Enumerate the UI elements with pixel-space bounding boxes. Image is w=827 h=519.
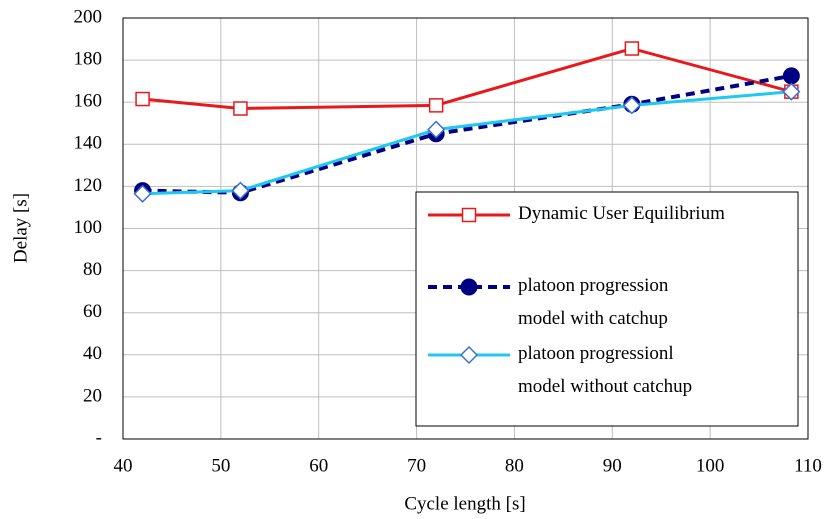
x-tick-label: 70 <box>407 455 426 476</box>
x-tick-label: 110 <box>794 455 822 476</box>
legend-label: platoon progressionl model without catchu… <box>518 343 692 397</box>
x-tick-label: 80 <box>505 455 524 476</box>
legend: Dynamic User Equilibrium platoon progress… <box>415 191 799 427</box>
y-tick-label: 100 <box>74 217 103 238</box>
marker <box>231 181 250 200</box>
x-tick-label: 50 <box>211 455 230 476</box>
y-tick-label: 140 <box>74 133 103 154</box>
legend-label: Dynamic User Equilibrium <box>518 203 725 224</box>
y-tick-label: 40 <box>83 343 102 364</box>
y-tick-label: - <box>96 427 102 448</box>
marker <box>135 91 150 107</box>
marker <box>782 67 800 85</box>
x-tick-label: 40 <box>114 455 133 476</box>
marker <box>459 345 479 365</box>
marker <box>782 82 801 101</box>
marker <box>428 98 444 113</box>
y-tick-label: 120 <box>74 175 103 196</box>
y-tick-label: 80 <box>83 259 102 280</box>
plot-border <box>122 17 809 440</box>
legend-box <box>415 191 799 427</box>
y-axis-label: Delay [s] <box>10 193 31 263</box>
x-tick-label: 90 <box>603 455 622 476</box>
marker <box>622 96 641 115</box>
y-tick-label: 180 <box>74 48 103 69</box>
x-tick-label: 60 <box>309 455 328 476</box>
legend-label: platoon progression model with catchup <box>518 275 669 329</box>
y-tick-label: 160 <box>74 91 103 112</box>
marker <box>233 101 248 116</box>
y-tick-label: 60 <box>83 301 102 322</box>
marker <box>461 207 477 223</box>
marker <box>624 41 640 56</box>
marker <box>133 184 152 203</box>
marker <box>460 278 478 296</box>
y-tick-label: 20 <box>83 385 102 406</box>
y-tick-label: 200 <box>74 6 103 27</box>
series-line <box>142 73 792 195</box>
x-axis-label: Cycle length [s] <box>404 493 525 514</box>
marker <box>427 120 446 139</box>
x-tick-label: 100 <box>696 455 725 476</box>
